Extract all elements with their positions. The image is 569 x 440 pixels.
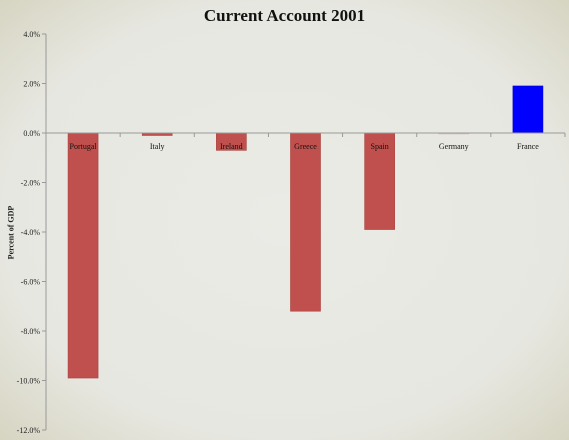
x-tick-label: Spain [371, 142, 389, 151]
y-tick-label: 2.0% [23, 80, 40, 89]
y-tick-label: -8.0% [21, 327, 41, 336]
bar-portugal [67, 132, 99, 379]
y-tick-label: -12.0% [17, 426, 41, 435]
y-tick-label: 0.0% [23, 129, 40, 138]
y-tick-label: -6.0% [21, 278, 41, 287]
x-tick-label: Italy [150, 142, 165, 151]
y-tick-label: 4.0% [23, 30, 40, 39]
bar-france [512, 85, 544, 134]
y-tick-label: -2.0% [21, 179, 41, 188]
x-tick-label: Ireland [220, 142, 243, 151]
bar-spain [364, 132, 395, 230]
y-tick-label: -10.0% [17, 377, 41, 386]
chart-title: Current Account 2001 [203, 6, 366, 25]
x-tick-label: Germany [439, 142, 469, 151]
x-tick-label: Greece [294, 142, 317, 151]
x-tick-label: Portugal [70, 142, 98, 151]
x-tick-label: France [517, 142, 539, 151]
y-tick-label: -4.0% [21, 228, 41, 237]
bar-greece [290, 132, 321, 312]
